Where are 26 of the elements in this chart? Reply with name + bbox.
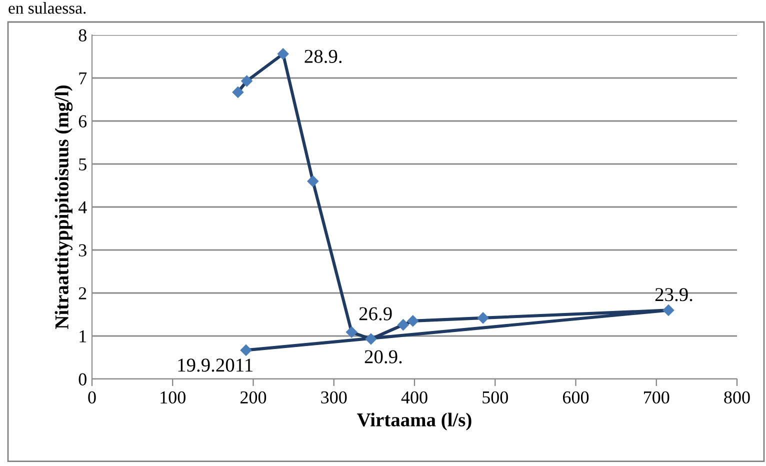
y-tick-label: 0 [78,373,86,386]
text: en sulaessa. [8,2,86,14]
x-tick-label: 200 [240,391,266,404]
y-tick-label: 4 [78,201,87,214]
y-tick-label: 1 [80,330,86,342]
y-axis-title: Nitraattityppipitoisuus (mg/l) [54,86,73,329]
y-tick-label: 7 [79,72,87,84]
x-tick-label: 500 [482,391,508,404]
x-tick-label: 300 [321,391,347,404]
x-axis-title: Virtaama (l/s) [357,412,472,430]
x-tick-label: 400 [401,391,428,404]
y-tick-label: 2 [78,287,86,300]
x-tick-label: 600 [562,391,589,404]
annotation: 19.9.2011 [178,358,252,372]
y-tick-label: 8 [78,29,86,42]
x-tick-label: 0 [88,391,96,404]
x-tick-label: 800 [724,391,750,404]
x-tick-label: 700 [644,391,670,404]
annotation: 20.9. [364,350,402,364]
y-tick-label: 6 [78,115,87,128]
y-tick-label: 3 [78,244,86,256]
annotation: 28.9. [304,50,342,64]
x-tick-label: 100 [160,391,186,404]
annotation: 23.9. [655,288,692,302]
y-tick-label: 5 [79,158,86,170]
annotation: 26.9 [359,307,392,320]
